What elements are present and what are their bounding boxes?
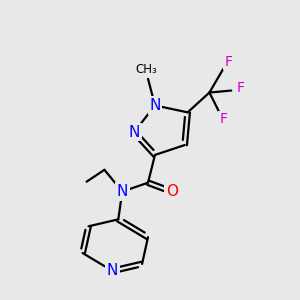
Text: F: F bbox=[236, 81, 244, 94]
Text: F: F bbox=[224, 55, 232, 69]
Text: CH₃: CH₃ bbox=[135, 63, 157, 76]
Text: N: N bbox=[149, 98, 161, 113]
Text: F: F bbox=[219, 112, 227, 126]
Text: N: N bbox=[128, 125, 140, 140]
Text: N: N bbox=[117, 184, 128, 199]
Text: O: O bbox=[166, 184, 178, 199]
Text: N: N bbox=[107, 263, 118, 278]
